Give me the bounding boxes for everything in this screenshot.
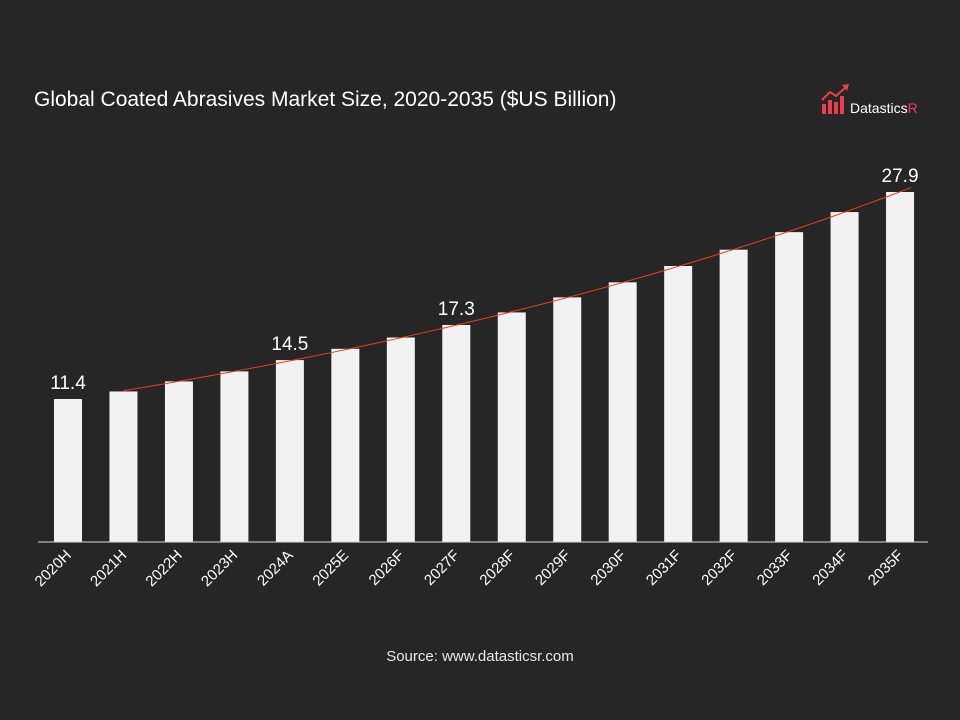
- bar-2024A: [275, 360, 304, 542]
- data-label-2020H: 11.4: [50, 373, 86, 394]
- data-label-2024A: 14.5: [271, 334, 308, 355]
- x-tick-label: 2034F: [809, 547, 851, 589]
- bar-2023H: [220, 371, 249, 542]
- bar-2028F: [497, 312, 526, 542]
- datasticsr-logo: DatasticsR: [821, 84, 918, 116]
- x-tick-label: 2023H: [198, 547, 241, 590]
- bar-2027F: [442, 324, 471, 542]
- logo-text: DatasticsR: [850, 100, 918, 116]
- x-tick-label: 2031F: [643, 547, 685, 589]
- x-tick-label: 2026F: [366, 547, 408, 589]
- bar-2031F: [664, 266, 693, 542]
- bar-2035F: [886, 192, 915, 542]
- bar-2021H: [109, 391, 138, 542]
- x-tick-label: 2033F: [754, 547, 796, 589]
- bar-2034F: [830, 212, 859, 542]
- x-tick-label: 2032F: [698, 547, 740, 589]
- bar-2026F: [386, 337, 415, 542]
- x-tick-label: 2030F: [587, 547, 629, 589]
- bar-2029F: [553, 297, 582, 542]
- data-label-2035F: 27.9: [882, 166, 919, 187]
- bar-2020H: [54, 398, 82, 542]
- x-tick-label: 2035F: [865, 547, 907, 589]
- x-tick-label: 2027F: [421, 547, 463, 589]
- x-tick-label: 2020H: [32, 547, 75, 590]
- bar-2025E: [331, 348, 360, 542]
- bar-2030F: [608, 282, 637, 542]
- chart-title: Global Coated Abrasives Market Size, 202…: [34, 88, 617, 111]
- bar-2022H: [164, 381, 193, 542]
- source-note: Source: www.datasticsr.com: [386, 648, 574, 665]
- bar-2033F: [775, 232, 804, 542]
- x-tick-label: 2024A: [254, 547, 297, 590]
- trend-line: [123, 187, 912, 392]
- x-tick-label: 2022H: [142, 547, 185, 590]
- logo-bars-icon: [821, 84, 849, 114]
- bar-2032F: [719, 249, 748, 542]
- x-tick-label: 2029F: [532, 547, 574, 589]
- x-tick-label: 2021H: [87, 547, 130, 590]
- x-tick-label: 2028F: [476, 547, 518, 589]
- data-label-2027F: 17.3: [438, 299, 475, 320]
- x-tick-label: 2025E: [309, 547, 352, 590]
